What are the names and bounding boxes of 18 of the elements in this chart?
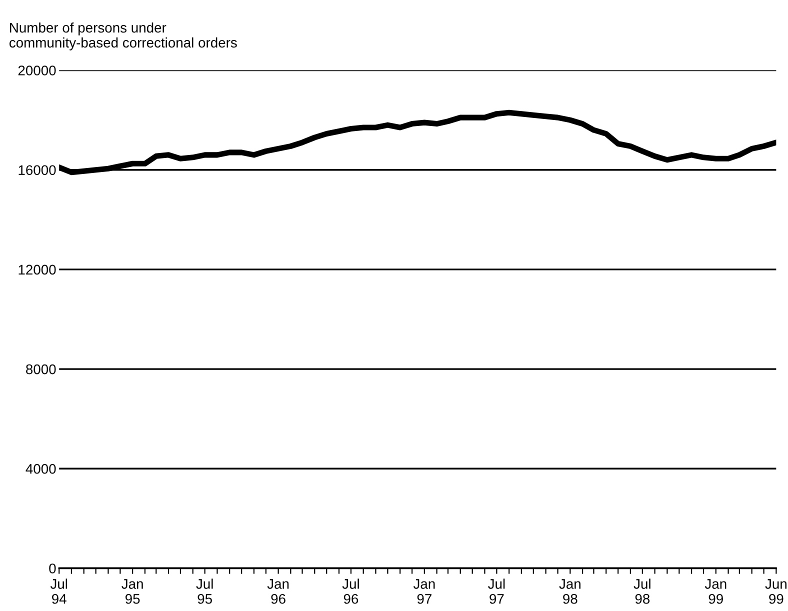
y-tick-label: 12000 [18, 264, 56, 275]
y-tick-label: 4000 [26, 464, 56, 474]
x-tick-label: Jul 94 [50, 578, 68, 604]
x-tick-label: Jan 99 [704, 579, 726, 604]
x-tick-label: Jan 98 [559, 579, 580, 604]
x-tick-label: Jan 96 [267, 579, 289, 604]
y-tick-label: 20000 [18, 66, 56, 76]
y-tick-label: 8000 [26, 364, 56, 374]
y-tick-label: 16000 [18, 165, 56, 176]
x-tick-label: Jan 97 [413, 579, 435, 604]
y-tick-label: 0 [49, 564, 56, 574]
x-tick-label: Jul 98 [634, 578, 650, 604]
x-tick-label: Jul 97 [488, 578, 505, 604]
x-tick-label: Jun 99 [765, 579, 786, 604]
x-tick-label: Jul 95 [196, 578, 213, 604]
x-tick-label: Jan 95 [122, 579, 143, 604]
x-tick-label: Jul 96 [342, 578, 359, 604]
y-axis-title: Number of persons under community-based correctional orders [9, 22, 237, 50]
